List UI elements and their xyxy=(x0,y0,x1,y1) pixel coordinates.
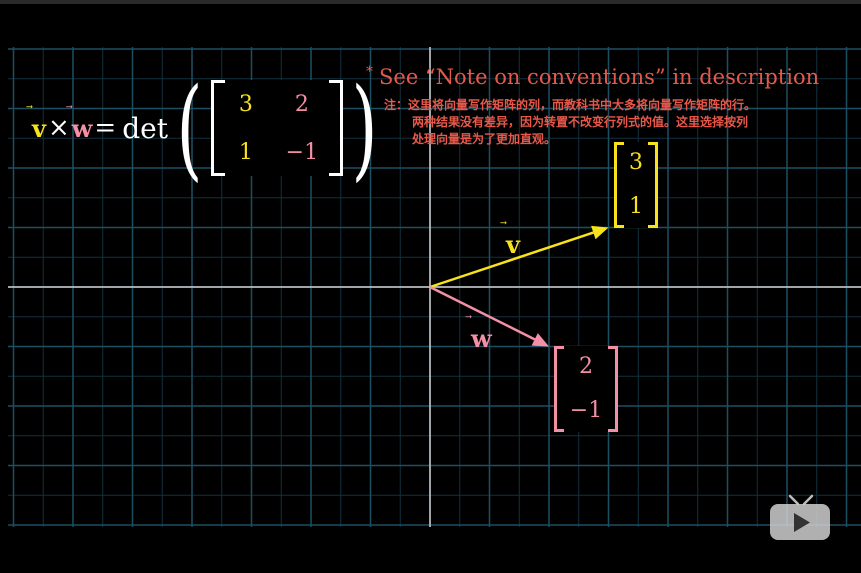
det-label: det xyxy=(122,111,168,145)
note-line-2: 两种结果没有差异，因为转置不改变行列式的值。这里选择按列 xyxy=(412,115,749,129)
column-vector-v-left-bracket xyxy=(614,142,624,228)
formula-w-label: w xyxy=(71,113,93,143)
vector-arrows xyxy=(429,225,609,347)
column-vector-w-left-bracket xyxy=(554,346,564,432)
column-vector-v-y: 1 xyxy=(629,194,643,219)
column-vector-w-right-bracket xyxy=(608,346,618,432)
note-title: * See “Note on conventions” in descriptio… xyxy=(366,64,819,89)
play-icon[interactable] xyxy=(768,494,832,544)
note-marker: * xyxy=(366,64,373,80)
vector-v-label: ⃗ v xyxy=(506,230,520,259)
column-vector-w-x: 2 xyxy=(579,354,593,379)
column-vector-w: 2 −1 xyxy=(554,346,618,432)
vector-w-label: ⃗ w xyxy=(471,324,492,353)
matrix-cell-10: 1 xyxy=(238,140,253,165)
column-vector-v: 3 1 xyxy=(614,142,658,228)
column-vector-v-x: 3 xyxy=(629,150,643,175)
column-vector-w-y: −1 xyxy=(569,398,603,423)
matrix-cell-00: 3 xyxy=(238,92,253,117)
matrix-cell-11: −1 xyxy=(285,140,319,165)
note-title-text: See “Note on conventions” in description xyxy=(379,65,820,89)
matrix-cell-01: 2 xyxy=(294,92,309,117)
formula-v-symbol: ⃗ v xyxy=(32,114,46,143)
vector-w-label-text: w xyxy=(471,324,492,353)
top-bar xyxy=(0,0,861,4)
formula-w-symbol: ⃗ w xyxy=(72,114,93,143)
left-paren: ( xyxy=(176,64,203,192)
determinant-matrix: 3 2 1 −1 xyxy=(210,80,343,176)
column-vector-v-right-bracket xyxy=(648,142,658,228)
formula-v-label: v xyxy=(32,113,46,143)
right-paren: ) xyxy=(351,64,378,192)
vector-v-arrow-shaft xyxy=(429,231,594,289)
matrix-left-bracket xyxy=(210,80,225,176)
cross-product-formula: ⃗ v × ⃗ w = det ( 3 2 1 −1 ) xyxy=(32,73,386,183)
vector-v-label-text: v xyxy=(506,230,520,259)
vector-w-arrow-head xyxy=(531,333,549,347)
note-line-3: 处理向量是为了更加直观。 xyxy=(412,132,557,146)
vector-v-arrow-head xyxy=(591,225,609,240)
cross-symbol: × xyxy=(47,113,70,143)
equals-symbol: = xyxy=(94,113,117,143)
matrix-right-bracket xyxy=(328,80,343,176)
note-line-1: 注：这里将向量写作矩阵的列，而教科书中大多将向量写作矩阵的行。 xyxy=(384,98,757,112)
vector-w-arrow-shaft xyxy=(429,285,536,341)
